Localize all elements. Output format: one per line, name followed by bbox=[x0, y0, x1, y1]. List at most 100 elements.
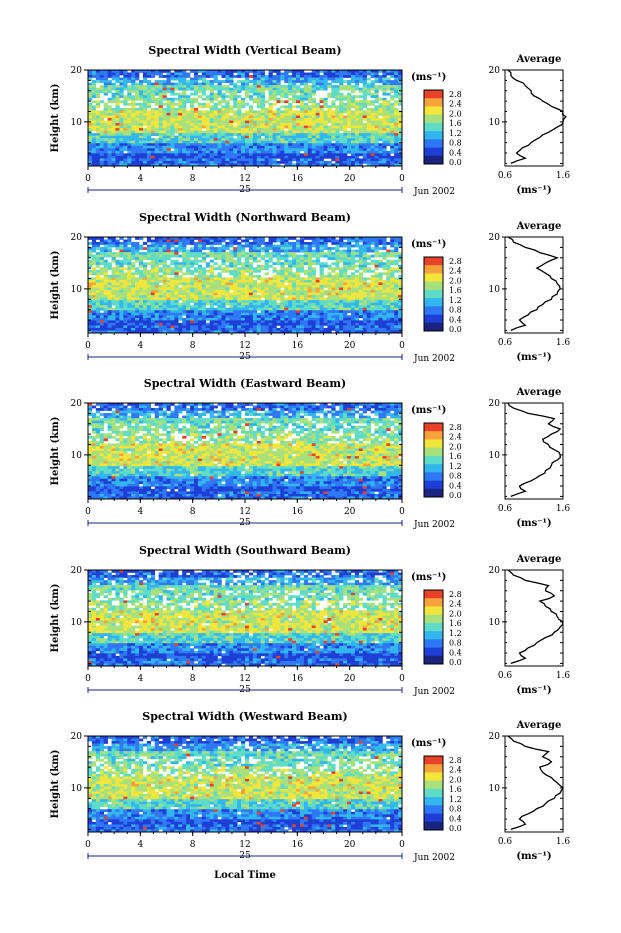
heatmap-cell bbox=[229, 118, 233, 121]
heatmap-cell bbox=[229, 126, 233, 129]
heatmap-cell bbox=[320, 113, 324, 116]
heatmap-cell bbox=[371, 260, 375, 263]
heatmap-cell bbox=[308, 128, 312, 131]
heatmap-cell bbox=[351, 136, 355, 139]
y-tick-label: 10 bbox=[71, 118, 83, 128]
heatmap-cell bbox=[127, 143, 131, 146]
heatmap-cell bbox=[210, 277, 214, 280]
heatmap-cell bbox=[198, 126, 202, 129]
heatmap-cell bbox=[221, 113, 225, 116]
heatmap-cell bbox=[249, 113, 253, 116]
colorbar-segment bbox=[424, 123, 443, 132]
heatmap-cell bbox=[159, 275, 163, 278]
heatmap-cell bbox=[218, 265, 222, 268]
heatmap-cell bbox=[198, 110, 202, 113]
heatmap-cell bbox=[269, 300, 273, 303]
heatmap-cell bbox=[143, 121, 147, 124]
heatmap-cell bbox=[202, 305, 206, 308]
heatmap-cell bbox=[167, 282, 171, 285]
heatmap-cell bbox=[108, 75, 112, 78]
heatmap-cell bbox=[112, 93, 116, 96]
heatmap-cell bbox=[320, 118, 324, 121]
heatmap-cell bbox=[112, 148, 116, 151]
heatmap-cell bbox=[135, 303, 139, 306]
heatmap-cell bbox=[119, 90, 123, 93]
heatmap-cell bbox=[272, 138, 276, 141]
heatmap-cell bbox=[143, 78, 147, 81]
heatmap-cell bbox=[127, 280, 131, 283]
heatmap-cell bbox=[363, 100, 367, 103]
heatmap-cell bbox=[324, 245, 328, 248]
heatmap-cell bbox=[261, 90, 265, 93]
heatmap-cell bbox=[96, 303, 100, 306]
heatmap-cell bbox=[343, 310, 347, 313]
heatmap-cell bbox=[296, 118, 300, 121]
heatmap-cell bbox=[163, 148, 167, 151]
heatmap-cell bbox=[229, 128, 233, 131]
heatmap-cell bbox=[253, 270, 257, 273]
heatmap-cell bbox=[218, 128, 222, 131]
heatmap-cell bbox=[186, 305, 190, 308]
heatmap-cell bbox=[115, 245, 119, 248]
heatmap-cell bbox=[272, 295, 276, 298]
heatmap-cell bbox=[96, 305, 100, 308]
heatmap-cell bbox=[316, 290, 320, 293]
heatmap-cell bbox=[218, 277, 222, 280]
heatmap-cell bbox=[245, 133, 249, 136]
heatmap-cell bbox=[253, 260, 257, 263]
heatmap-cell bbox=[123, 282, 127, 285]
heatmap-cell bbox=[104, 156, 108, 159]
heatmap-cell bbox=[339, 255, 343, 258]
heatmap-cell bbox=[265, 123, 269, 126]
heatmap-cell bbox=[167, 285, 171, 288]
heatmap-cell bbox=[257, 138, 261, 141]
heatmap-cell bbox=[131, 293, 135, 296]
heatmap-cell bbox=[304, 156, 308, 159]
heatmap-cell bbox=[359, 108, 363, 111]
heatmap-cell bbox=[371, 121, 375, 124]
heatmap-cell bbox=[284, 158, 288, 161]
heatmap-cell bbox=[115, 75, 119, 78]
heatmap-cell bbox=[186, 80, 190, 83]
heatmap-cell bbox=[190, 118, 194, 121]
heatmap-cell bbox=[170, 260, 174, 263]
heatmap-cell bbox=[233, 98, 237, 101]
heatmap-cell bbox=[178, 240, 182, 243]
heatmap-cell bbox=[104, 293, 108, 296]
heatmap-cell bbox=[316, 303, 320, 306]
heatmap-cell bbox=[119, 146, 123, 149]
heatmap-cell bbox=[96, 277, 100, 280]
heatmap-cell bbox=[324, 131, 328, 134]
heatmap-cell bbox=[221, 93, 225, 96]
heatmap-cell bbox=[170, 262, 174, 265]
heatmap-cell bbox=[257, 275, 261, 278]
heatmap-cell bbox=[257, 288, 261, 291]
heatmap-cell bbox=[320, 75, 324, 78]
heatmap-cell bbox=[276, 128, 280, 131]
heatmap-cell bbox=[147, 313, 151, 316]
heatmap-cell bbox=[127, 288, 131, 291]
heatmap-cell bbox=[300, 138, 304, 141]
heatmap-cell bbox=[343, 141, 347, 144]
heatmap-cell bbox=[135, 128, 139, 131]
heatmap-cell bbox=[347, 161, 351, 164]
heatmap-cell bbox=[394, 126, 398, 129]
heatmap-cell bbox=[214, 138, 218, 141]
heatmap-cell bbox=[182, 138, 186, 141]
heatmap-cell bbox=[265, 265, 269, 268]
heatmap-cell bbox=[378, 108, 382, 111]
heatmap-cell bbox=[92, 285, 96, 288]
heatmap-cell bbox=[249, 98, 253, 101]
heatmap-cell bbox=[382, 156, 386, 159]
heatmap-cell bbox=[312, 73, 316, 76]
heatmap-cell bbox=[159, 257, 163, 260]
heatmap-cell bbox=[359, 128, 363, 131]
heatmap-cell bbox=[115, 282, 119, 285]
heatmap-cell bbox=[382, 282, 386, 285]
heatmap-cell bbox=[288, 255, 292, 258]
heatmap-cell bbox=[182, 151, 186, 154]
heatmap-cell bbox=[375, 131, 379, 134]
heatmap-cell bbox=[288, 115, 292, 118]
heatmap-cell bbox=[143, 103, 147, 106]
heatmap-cell bbox=[210, 108, 214, 111]
